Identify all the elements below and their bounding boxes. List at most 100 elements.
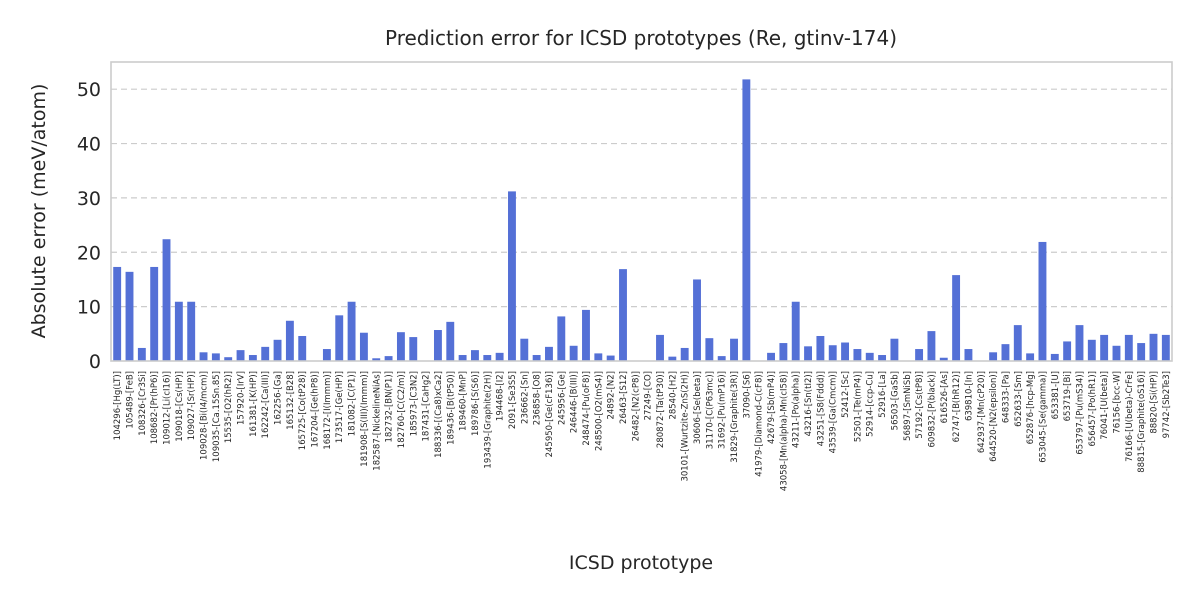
x-tick-label: 24892-[N2] xyxy=(607,371,617,420)
x-tick-label: 109027-[Sr(HP)] xyxy=(187,371,197,440)
bar xyxy=(779,343,788,361)
bar xyxy=(804,346,813,361)
x-tick-label: 52916-[La] xyxy=(878,371,888,418)
x-tick-label: 188336-[(Ca8)xCa2] xyxy=(434,371,444,458)
bar xyxy=(224,357,233,361)
x-tick-label: 280872-[Ta(tP30)] xyxy=(656,371,666,448)
bar xyxy=(150,266,159,361)
bar xyxy=(261,346,270,361)
x-axis-ticks: 104296-[Hg(LT)] 105489-[FeB] 108326-[Cr3Si… xyxy=(113,371,1172,491)
x-tick-label: 43539-[Ga(Cmcm)] xyxy=(829,371,839,453)
x-tick-label: 609832-[P(black)] xyxy=(927,371,937,447)
bar xyxy=(1038,241,1047,361)
x-tick-label: 52412-[Sc] xyxy=(841,371,851,418)
x-tick-label: 653045-[Se(gamma)] xyxy=(1038,371,1048,463)
x-tick-label: 30606-[Se(beta)] xyxy=(693,371,703,444)
bar xyxy=(458,355,467,361)
bar xyxy=(816,335,825,361)
x-tick-label: 76156-[bcc-W] xyxy=(1112,371,1122,434)
bar xyxy=(174,301,183,361)
bar xyxy=(742,79,751,361)
x-tick-label: 656457-[Po(hR1)] xyxy=(1088,371,1098,447)
x-tick-label: 31692-[Pu(mP16)] xyxy=(718,371,728,449)
x-tick-label: 52914-[ccp-Cu] xyxy=(866,371,876,437)
bar xyxy=(582,309,590,361)
x-tick-label: 245956-[Ge] xyxy=(557,371,567,425)
grid-lines xyxy=(111,88,1172,308)
x-tick-label: 76166-[U(beta)-CrFe] xyxy=(1125,371,1135,462)
x-tick-label: 194468-[I2] xyxy=(496,371,506,421)
bar xyxy=(606,355,615,361)
bar xyxy=(520,338,529,361)
bar xyxy=(1001,344,1010,361)
x-tick-label: 246446-[B(III)] xyxy=(570,371,580,433)
bar xyxy=(545,346,553,361)
y-tick-label: 50 xyxy=(77,79,101,101)
x-tick-label: 43251-[S8(Fddd)] xyxy=(816,371,826,446)
bar xyxy=(693,279,701,361)
x-tick-label: 161381-[K(HP)] xyxy=(249,371,259,437)
x-tick-label: 109018-[Cs(HP)] xyxy=(175,371,185,442)
y-axis-label: Absolute error (meV/atom) xyxy=(28,84,50,339)
bar xyxy=(989,352,998,361)
bar xyxy=(1100,334,1109,361)
bar xyxy=(211,353,220,361)
x-tick-label: 165132-[B28] xyxy=(286,371,296,430)
x-tick-label: 248500-[O2(mS4)] xyxy=(594,371,604,451)
x-tick-label: 97742-[Sb2Te3] xyxy=(1162,371,1172,438)
bar xyxy=(656,334,664,361)
bar xyxy=(557,316,566,361)
x-tick-label: 236662-[Sn] xyxy=(520,371,530,424)
x-tick-label: 43211-[Po(alpha)] xyxy=(792,371,802,448)
x-tick-label: 26482-[N2(cP8)] xyxy=(631,371,641,441)
bar xyxy=(767,352,775,361)
x-tick-label: 43058-[Mn(alpha)-Mn(cI58)] xyxy=(779,371,789,491)
bar xyxy=(162,239,171,361)
x-tick-label: 648333-[Pa] xyxy=(1001,371,1011,423)
x-tick-label: 31170-[C(P63mc)] xyxy=(705,371,715,449)
bar xyxy=(1124,334,1133,361)
x-tick-label: 28540-[H2] xyxy=(668,371,678,420)
x-tick-label: 26463-[S12] xyxy=(619,371,629,424)
y-tick-label: 40 xyxy=(77,134,101,156)
x-tick-label: 653381-[U] xyxy=(1051,371,1061,419)
x-tick-label: 639810-[In] xyxy=(964,371,974,421)
bar xyxy=(113,266,122,361)
x-tick-label: 236858-[O8] xyxy=(533,371,543,425)
bars xyxy=(113,79,1170,361)
x-tick-label: 88820-[Si(HP)] xyxy=(1149,371,1159,434)
bar xyxy=(1149,333,1158,361)
bar xyxy=(446,321,455,361)
x-tick-label: 652633-[Sm] xyxy=(1014,371,1024,427)
bar xyxy=(680,347,689,361)
x-tick-label: 248474-[Pu(oF8)] xyxy=(582,371,592,446)
bar xyxy=(384,356,393,361)
bar xyxy=(322,349,331,361)
x-tick-label: 189460-[MnP] xyxy=(459,371,469,431)
x-tick-label: 37090-[S6] xyxy=(742,371,752,419)
bar xyxy=(125,271,134,361)
x-tick-label: 653797-[Pu(mS34)] xyxy=(1075,371,1085,455)
bar xyxy=(853,349,862,361)
x-tick-label: 41979-[Diamond-C(cF8)] xyxy=(755,371,765,477)
bar xyxy=(1112,345,1121,361)
bar xyxy=(199,352,208,361)
x-tick-label: 162242-[Ca(III)] xyxy=(261,371,271,438)
x-tick-label: 182760-[C(C2/m)] xyxy=(397,371,407,448)
x-tick-label: 157920-[IrV] xyxy=(237,371,247,425)
x-tick-label: 182587-[NickelineNiAs] xyxy=(372,371,382,471)
x-tick-label: 182732-[BN(P1)] xyxy=(385,371,395,443)
bar xyxy=(372,358,381,361)
bar xyxy=(1161,334,1170,361)
x-tick-label: 189436-[B(tP50)] xyxy=(446,371,456,445)
chart-title: Prediction error for ICSD prototypes (Re… xyxy=(385,26,897,50)
bar xyxy=(1026,353,1035,361)
bar xyxy=(483,355,492,361)
bar xyxy=(1063,341,1072,361)
bar xyxy=(865,352,874,361)
x-tick-label: 31829-[Graphite(3R)] xyxy=(730,371,740,463)
x-tick-label: 644520-[N2(epsilon)] xyxy=(989,371,999,462)
bar xyxy=(396,332,405,361)
x-tick-label: 187431-[CaHg2] xyxy=(422,371,432,442)
